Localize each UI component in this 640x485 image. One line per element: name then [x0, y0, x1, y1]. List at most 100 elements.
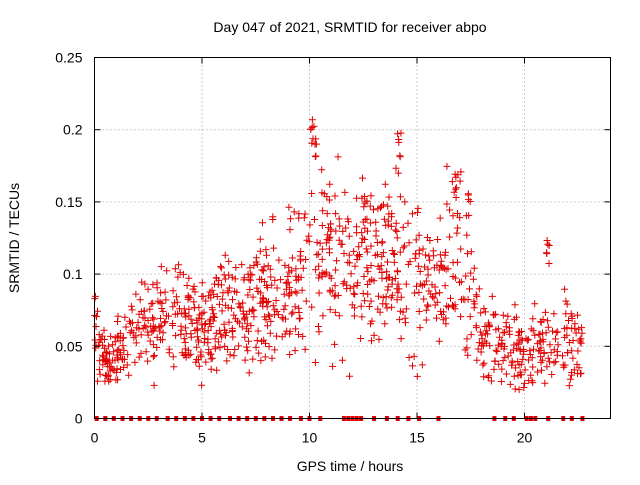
data-point — [142, 348, 150, 356]
data-point — [354, 252, 362, 260]
data-point — [247, 276, 254, 284]
data-point — [565, 382, 573, 390]
data-point — [499, 311, 507, 319]
data-point — [519, 355, 527, 363]
data-point — [98, 335, 106, 343]
data-point — [318, 255, 326, 263]
data-point — [104, 371, 112, 379]
data-point — [420, 281, 428, 288]
data-point — [228, 324, 236, 332]
data-point — [169, 353, 177, 361]
data-point — [568, 347, 576, 355]
data-point — [112, 368, 120, 376]
data-point — [172, 293, 180, 301]
data-point — [127, 302, 135, 310]
data-point — [193, 316, 201, 324]
data-point — [311, 216, 318, 223]
data-point — [301, 345, 309, 353]
data-point — [479, 361, 487, 369]
data-point — [539, 335, 547, 343]
data-point — [346, 372, 353, 380]
data-point — [543, 237, 551, 244]
data-point — [488, 292, 496, 300]
data-point — [525, 377, 533, 385]
data-point — [344, 258, 352, 266]
data-point — [245, 337, 252, 345]
data-point — [256, 247, 264, 255]
grid-lines — [94, 57, 611, 419]
data-point — [405, 354, 413, 361]
data-point — [560, 363, 568, 371]
data-point — [308, 303, 316, 311]
data-point — [390, 258, 398, 266]
data-point — [530, 345, 537, 353]
data-point — [284, 273, 292, 280]
data-point — [267, 273, 275, 281]
data-point — [104, 363, 112, 371]
data-point — [162, 296, 170, 304]
data-point — [326, 233, 334, 241]
data-point — [350, 290, 358, 298]
data-point — [268, 354, 276, 362]
data-point — [110, 348, 118, 356]
data-point — [95, 366, 103, 374]
data-point — [504, 352, 512, 360]
data-point — [566, 375, 574, 383]
data-point — [141, 322, 149, 330]
data-point — [458, 296, 465, 304]
data-point — [262, 339, 269, 347]
data-point — [345, 251, 353, 259]
data-point — [491, 357, 499, 365]
data-point — [191, 288, 199, 296]
data-point — [318, 245, 326, 253]
data-point — [243, 310, 251, 318]
data-point — [378, 253, 386, 261]
data-point — [216, 300, 223, 308]
data-point — [319, 312, 327, 320]
data-point — [464, 250, 471, 258]
data-point — [252, 343, 260, 351]
data-point — [137, 349, 145, 357]
data-point — [181, 339, 189, 346]
data-point — [415, 250, 423, 258]
data-point — [441, 282, 449, 290]
data-point — [342, 224, 350, 232]
data-point — [469, 275, 477, 283]
data-point — [419, 245, 427, 253]
data-point — [316, 239, 324, 247]
data-point — [209, 312, 217, 320]
data-point — [484, 330, 492, 338]
data-point — [210, 290, 218, 298]
data-point — [544, 240, 552, 248]
data-point — [325, 236, 333, 244]
data-point — [463, 335, 471, 343]
data-point — [315, 289, 323, 297]
data-point — [377, 262, 385, 270]
data-point — [264, 322, 271, 330]
data-point — [353, 229, 361, 237]
data-point — [554, 328, 562, 336]
data-point — [415, 288, 423, 296]
data-point — [360, 273, 368, 280]
data-point — [513, 344, 521, 352]
data-point — [424, 271, 432, 279]
data-point — [515, 386, 523, 394]
data-point — [350, 283, 358, 291]
data-point — [510, 315, 518, 323]
data-point — [395, 138, 403, 146]
data-point — [122, 323, 130, 331]
data-point — [524, 336, 532, 344]
data-point — [96, 357, 104, 365]
data-point — [351, 290, 359, 298]
data-point — [195, 336, 202, 344]
data-point — [246, 286, 254, 293]
data-point — [281, 261, 289, 269]
data-point — [527, 325, 535, 333]
data-point — [385, 193, 393, 201]
data-point — [192, 358, 200, 366]
data-point — [569, 337, 577, 344]
data-point — [521, 366, 529, 374]
data-point — [222, 329, 230, 337]
data-point — [397, 293, 405, 301]
